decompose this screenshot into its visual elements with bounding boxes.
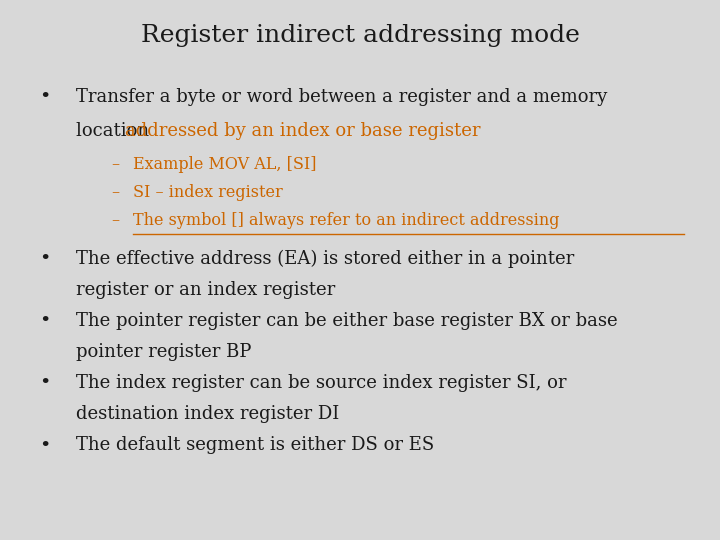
- Text: destination index register DI: destination index register DI: [76, 405, 339, 423]
- Text: •: •: [40, 250, 51, 268]
- Text: Transfer a byte or word between a register and a memory: Transfer a byte or word between a regist…: [76, 88, 607, 106]
- Text: SI – index register: SI – index register: [133, 184, 283, 201]
- Text: pointer register BP: pointer register BP: [76, 343, 251, 361]
- Text: The index register can be source index register SI, or: The index register can be source index r…: [76, 374, 566, 393]
- Text: –: –: [112, 184, 120, 201]
- Text: The default segment is either DS or ES: The default segment is either DS or ES: [76, 436, 434, 455]
- Text: •: •: [40, 374, 51, 393]
- Text: register or an index register: register or an index register: [76, 281, 335, 299]
- Text: The effective address (EA) is stored either in a pointer: The effective address (EA) is stored eit…: [76, 250, 574, 268]
- Text: addressed by an index or base register: addressed by an index or base register: [125, 122, 480, 140]
- Text: Register indirect addressing mode: Register indirect addressing mode: [140, 24, 580, 46]
- Text: –: –: [112, 156, 120, 173]
- Text: •: •: [40, 312, 51, 330]
- Text: The pointer register can be either base register BX or base: The pointer register can be either base …: [76, 312, 617, 330]
- Text: •: •: [40, 88, 51, 106]
- Text: Example MOV AL, [SI]: Example MOV AL, [SI]: [133, 156, 317, 173]
- Text: location: location: [76, 122, 155, 140]
- Text: •: •: [40, 436, 51, 455]
- Text: –: –: [112, 212, 120, 230]
- Text: The symbol [] always refer to an indirect addressing: The symbol [] always refer to an indirec…: [133, 212, 559, 230]
